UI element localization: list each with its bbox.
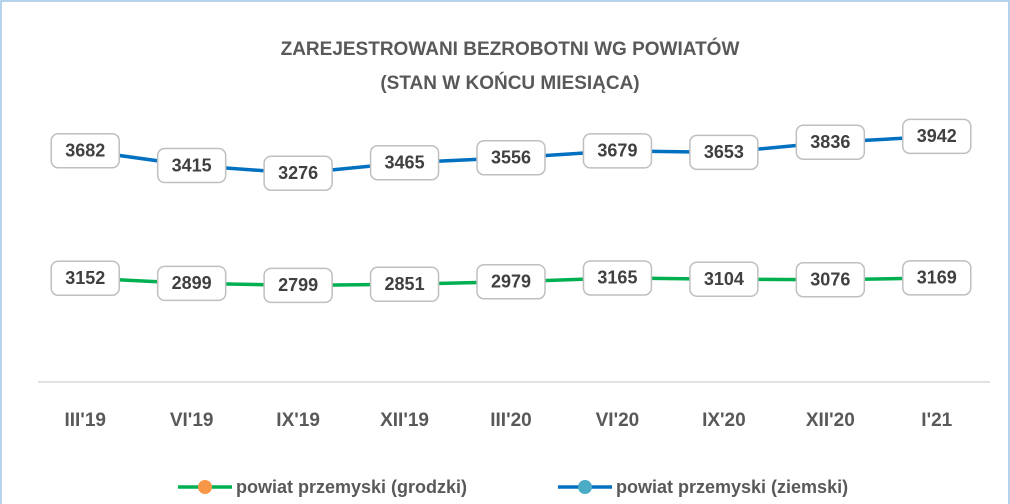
data-label-box (902, 118, 972, 155)
x-tick-label: XII'19 (380, 410, 429, 431)
data-label: 3653 (704, 142, 744, 162)
data-label: 2899 (172, 273, 212, 293)
data-label-box (476, 263, 546, 300)
data-label: 3682 (65, 141, 105, 161)
legend-marker (578, 480, 592, 494)
data-label: 3415 (172, 155, 212, 175)
data-label-box (689, 134, 759, 171)
data-label-box (476, 139, 546, 176)
legend-label: powiat przemyski (ziemski) (616, 477, 848, 497)
data-label: 2851 (385, 274, 425, 294)
data-label-box (369, 266, 440, 303)
x-tick-label: I'21 (921, 410, 952, 431)
data-label: 3679 (597, 141, 637, 161)
data-label: 3152 (65, 268, 105, 288)
data-label: 2799 (278, 275, 318, 295)
x-tick-label: III'19 (64, 410, 106, 431)
data-label: 3836 (810, 132, 850, 152)
data-label: 3165 (597, 268, 637, 288)
legend-marker (198, 480, 212, 494)
data-label-box (263, 155, 333, 191)
data-label: 3465 (385, 153, 425, 173)
data-label-box (50, 133, 120, 169)
legend-label: powiat przemyski (grodzki) (236, 477, 467, 497)
data-label-box (582, 260, 653, 296)
data-label: 3276 (278, 163, 318, 183)
data-label-box (156, 265, 227, 302)
x-tick-label: III'20 (490, 410, 532, 431)
data-label: 3076 (810, 270, 850, 290)
data-label-box (369, 145, 440, 181)
data-label-box (263, 267, 333, 304)
chart-subtitle: (STAN W KOŃCU MIESIĄCA) (380, 72, 639, 94)
x-tick-label: VI'20 (596, 410, 640, 431)
data-label-box (795, 124, 866, 160)
x-tick-label: VI'19 (170, 410, 214, 431)
data-label: 2979 (491, 271, 531, 291)
data-label-box (156, 147, 227, 184)
data-label-box (50, 260, 120, 296)
data-label-box (689, 261, 759, 297)
data-label: 3556 (491, 147, 531, 167)
data-label-box (582, 133, 653, 169)
chart-title: ZAREJESTROWANI BEZROBOTNI WG POWIATÓW (281, 38, 740, 60)
data-label-box (902, 260, 972, 296)
data-label: 3169 (917, 268, 957, 288)
x-tick-label: IX'20 (702, 410, 746, 431)
x-tick-label: XII'20 (806, 410, 855, 431)
x-tick-label: IX'19 (276, 410, 320, 431)
data-label: 3104 (704, 269, 744, 289)
data-label: 3942 (917, 126, 957, 146)
data-label-box (795, 262, 866, 298)
